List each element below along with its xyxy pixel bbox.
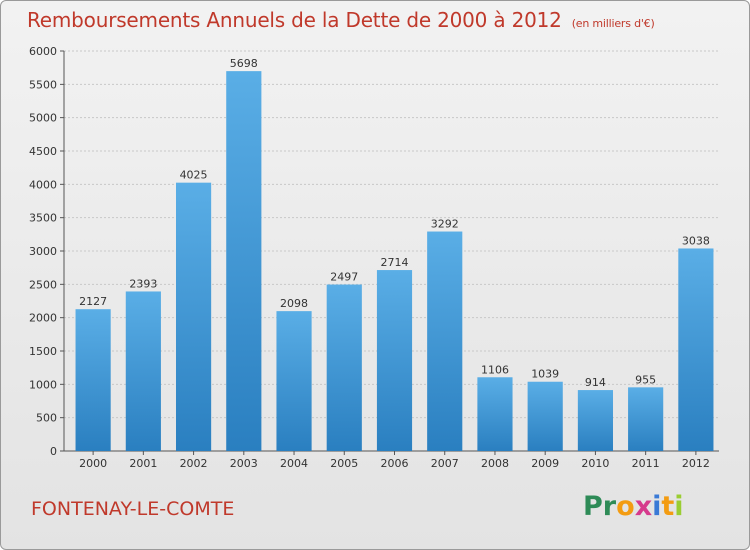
- x-tick-label: 2008: [481, 457, 509, 470]
- data-label: 3038: [682, 234, 710, 247]
- bar: [125, 291, 161, 451]
- bars: [75, 71, 714, 451]
- data-label: 5698: [230, 57, 258, 70]
- data-label: 2497: [330, 271, 358, 284]
- x-tick-label: 2011: [632, 457, 660, 470]
- logo-letter: o: [616, 491, 635, 522]
- bar: [477, 377, 513, 451]
- data-label: 1106: [481, 363, 509, 376]
- bar: [628, 387, 664, 451]
- data-label: 2127: [79, 295, 107, 308]
- bar: [276, 311, 312, 451]
- x-tick-label: 2000: [79, 457, 107, 470]
- bar: [226, 71, 262, 451]
- bar: [577, 390, 614, 451]
- bar: [326, 284, 362, 451]
- axes: 0 500 1000 1500 2000 2500 3000 3500 4000 4500 5000…: [29, 45, 719, 470]
- bar: [376, 270, 413, 451]
- bar: [75, 309, 111, 451]
- bar: [527, 381, 563, 451]
- y-tick-label: 0: [50, 445, 57, 458]
- logo-letter: i: [652, 491, 662, 522]
- y-tick-label: 3000: [29, 245, 57, 258]
- x-tick-label: 2002: [180, 457, 208, 470]
- y-tick-label: 5000: [29, 112, 57, 125]
- data-label: 1039: [531, 368, 559, 381]
- data-label: 4025: [180, 169, 208, 182]
- x-tick-label: 2007: [431, 457, 459, 470]
- x-tick-label: 2012: [682, 457, 710, 470]
- data-label: 2714: [381, 256, 409, 269]
- logo-letter: t: [661, 491, 675, 522]
- chart-subtitle: (en milliers d'€): [571, 17, 655, 30]
- data-label: 2098: [280, 297, 308, 310]
- x-tick-label: 2005: [330, 457, 358, 470]
- bar: [175, 182, 212, 451]
- y-tick-label: 4500: [29, 145, 57, 158]
- x-tick-label: 2001: [129, 457, 157, 470]
- logo-letter: x: [634, 491, 653, 522]
- bar: [427, 231, 463, 451]
- y-tick-label: 2000: [29, 312, 57, 325]
- y-tick-label: 3500: [29, 212, 57, 225]
- y-tick-label: 6000: [29, 45, 57, 58]
- chart-title-text: Remboursements Annuels de la Dette de 20…: [27, 8, 562, 32]
- proxiti-logo[interactable]: Proxiti: [583, 491, 684, 522]
- logo-letter: i: [674, 491, 684, 522]
- y-tick-label: 1000: [29, 378, 57, 391]
- data-label: 914: [585, 376, 606, 389]
- city-name: FONTENAY-LE-COMTE: [31, 498, 235, 520]
- logo-letter: r: [602, 491, 617, 522]
- data-label: 955: [635, 373, 656, 386]
- y-tick-label: 1500: [29, 345, 57, 358]
- y-tick-label: 4000: [29, 178, 57, 191]
- y-tick-label: 2500: [29, 278, 57, 291]
- x-tick-label: 2010: [581, 457, 609, 470]
- y-tick-label: 5500: [29, 78, 57, 91]
- y-tick-label: 500: [36, 412, 57, 425]
- x-tick-label: 2009: [531, 457, 559, 470]
- x-tick-label: 2004: [280, 457, 308, 470]
- data-label: 3292: [431, 218, 459, 231]
- x-tick-label: 2003: [230, 457, 258, 470]
- logo-letter: P: [583, 491, 603, 522]
- x-tick-label: 2006: [381, 457, 409, 470]
- bar: [678, 248, 714, 451]
- chart-title: Remboursements Annuels de la Dette de 20…: [27, 8, 655, 32]
- data-labels: 2127 2393 4025 5698 2098 2497 2714 3292 1106 1039…: [79, 57, 710, 389]
- data-label: 2393: [129, 277, 157, 290]
